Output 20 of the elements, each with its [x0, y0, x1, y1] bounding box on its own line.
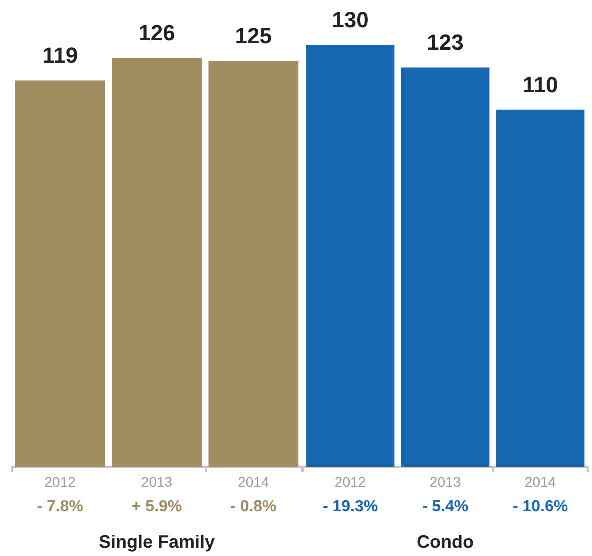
- x-tick-label: 2014: [524, 474, 556, 490]
- data-label: 123: [427, 30, 464, 56]
- data-label: 119: [42, 43, 78, 68]
- data-label: 126: [138, 20, 176, 46]
- x-axis-title: Condo: [417, 532, 474, 552]
- text: - 7.8%: [37, 498, 84, 516]
- data-label: 110: [522, 72, 558, 98]
- x-tick-label: 2012: [44, 474, 76, 490]
- x-axis-title: Single Family: [98, 532, 216, 552]
- x-tick-label: 2014: [238, 474, 270, 490]
- data-label: 130: [332, 8, 369, 32]
- text: - 10.6%: [512, 498, 568, 516]
- x-tick-label: 2013: [141, 474, 173, 490]
- text: - 19.3%: [322, 498, 378, 516]
- x-tick-label: 2013: [430, 474, 462, 490]
- text: - 0.8%: [230, 498, 277, 516]
- text: - 5.4%: [422, 498, 469, 516]
- data-label: 125: [235, 24, 272, 49]
- x-tick-label: 2012: [334, 474, 366, 490]
- text: + 5.9%: [132, 498, 182, 516]
